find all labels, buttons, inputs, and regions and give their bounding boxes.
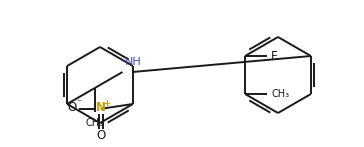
Text: CH₃: CH₃ bbox=[271, 89, 289, 99]
Text: N: N bbox=[96, 101, 106, 114]
Text: CH₃: CH₃ bbox=[86, 118, 104, 128]
Text: F: F bbox=[271, 50, 278, 62]
Text: +: + bbox=[103, 99, 110, 108]
Text: O: O bbox=[96, 129, 106, 142]
Text: ⁻: ⁻ bbox=[76, 98, 82, 108]
Text: NH: NH bbox=[124, 57, 141, 67]
Text: O: O bbox=[67, 101, 76, 114]
